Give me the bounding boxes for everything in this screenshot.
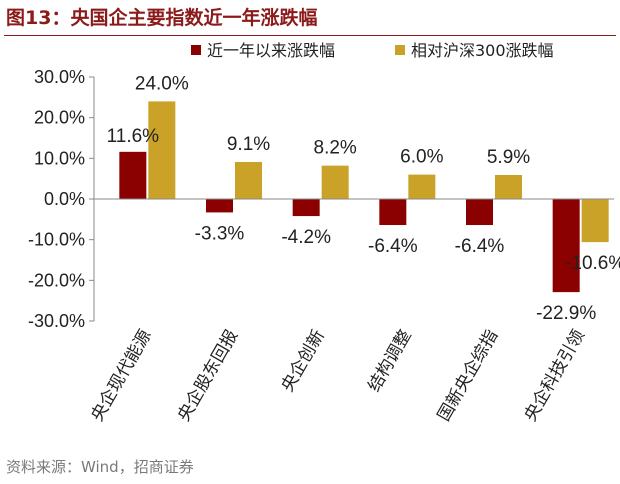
- category-label: 央企现代能源: [87, 327, 155, 425]
- data-label: 6.0%: [400, 147, 443, 168]
- legend: 近一年以来涨跌幅 相对沪深300涨跌幅: [191, 41, 554, 60]
- bar-1-2: [206, 199, 233, 213]
- bar-2-5: [495, 175, 522, 199]
- y-tick-label: -20.0%: [28, 270, 85, 290]
- category-label: 央企科技引领: [521, 327, 589, 425]
- data-label: -6.4%: [368, 236, 418, 257]
- data-label: 11.6%: [107, 126, 160, 147]
- bar-1-1: [119, 151, 147, 199]
- category-label: 央企股东回报: [174, 327, 242, 425]
- bars: [119, 101, 609, 293]
- data-label: -4.2%: [281, 227, 331, 248]
- bar-2-4: [408, 174, 436, 199]
- legend-swatch-1: [191, 45, 201, 55]
- chart-title: 图13：央国企主要指数近一年涨跌幅: [6, 7, 318, 29]
- title-divider: [4, 35, 616, 36]
- bar-1-3: [292, 199, 320, 217]
- data-label: 5.9%: [487, 147, 530, 168]
- y-tick-label: -30.0%: [28, 311, 85, 331]
- data-label: -6.4%: [455, 236, 505, 257]
- y-axis: 30.0% 20.0% 10.0% 0.0% -10.0% -20.0% -30.0%: [28, 67, 95, 331]
- data-label: 24.0%: [135, 73, 189, 94]
- y-tick-label: 0.0%: [44, 189, 85, 209]
- bar-2-1: [148, 101, 176, 199]
- category-label: 国新央企综指: [434, 327, 502, 425]
- data-label: 8.2%: [314, 138, 357, 159]
- data-label: 9.1%: [227, 134, 270, 155]
- source-note: 资料来源：Wind，招商证券: [6, 458, 194, 476]
- x-axis: 央企现代能源 央企股东回报 央企创新 结构调整 国新央企综指 央企科技引领: [87, 198, 614, 425]
- category-label: 结构调整: [364, 327, 415, 396]
- bar-1-4: [379, 199, 407, 226]
- y-tick-label: 10.0%: [34, 148, 85, 168]
- bar-2-6: [581, 199, 609, 243]
- legend-label-2: 相对沪深300涨跌幅: [411, 41, 554, 60]
- data-label: -3.3%: [195, 223, 245, 244]
- y-tick-label: 20.0%: [34, 108, 85, 128]
- y-tick-label: 30.0%: [34, 67, 85, 87]
- bar-2-3: [321, 165, 349, 199]
- data-label: -10.6%: [565, 253, 620, 274]
- data-labels: 11.6% -3.3% -4.2% -6.4% -6.4% -22.9% 24.0% 9.1%…: [107, 73, 620, 324]
- legend-label-1: 近一年以来涨跌幅: [207, 41, 335, 60]
- category-label: 央企创新: [278, 327, 329, 396]
- bar-chart: 近一年以来涨跌幅 相对沪深300涨跌幅 30.0% 20.0% 10.0% 0.0% -1…: [28, 41, 620, 425]
- data-label: -22.9%: [536, 303, 596, 324]
- bar-1-6: [552, 199, 580, 293]
- legend-swatch-2: [395, 45, 405, 55]
- y-tick-label: -10.0%: [28, 230, 85, 250]
- bar-2-2: [235, 161, 262, 199]
- bar-1-5: [466, 199, 493, 226]
